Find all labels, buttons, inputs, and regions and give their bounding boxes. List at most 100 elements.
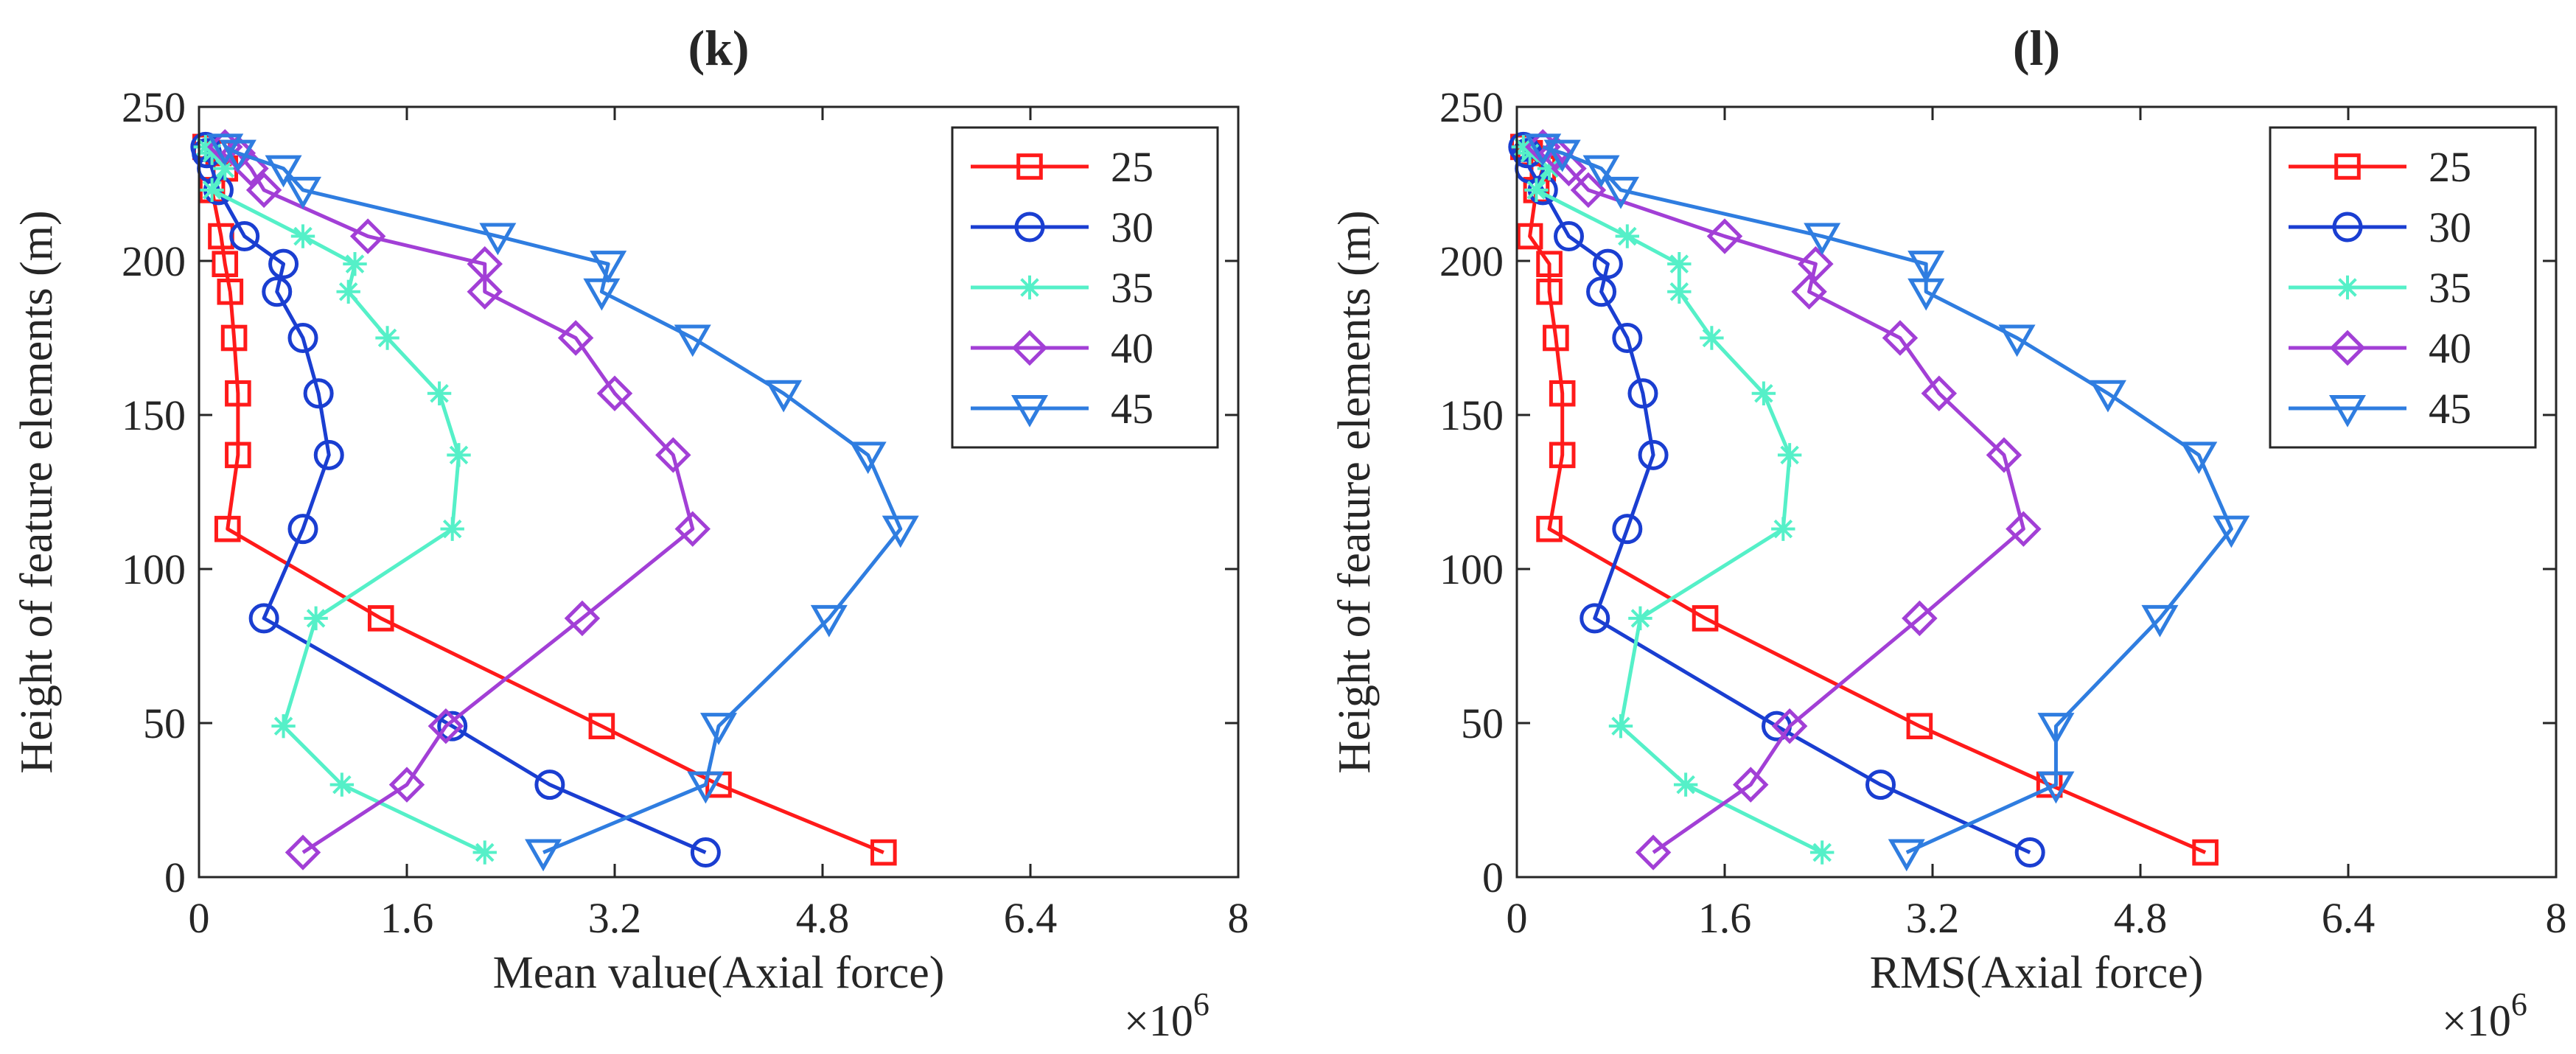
data-point [765, 380, 803, 413]
data-point [388, 767, 425, 803]
data-point [313, 439, 344, 470]
data-point [225, 380, 251, 407]
x-tick-label: 4.8 [2114, 894, 2168, 942]
data-point [200, 178, 224, 203]
data-point [349, 218, 386, 254]
data-point [285, 834, 321, 870]
data-point [245, 172, 282, 209]
data-point [1771, 517, 1795, 541]
series-40 [1525, 129, 2042, 870]
data-point [1902, 600, 1938, 637]
data-point [564, 600, 601, 637]
data-point [248, 603, 279, 634]
legend-marker [2335, 275, 2360, 300]
data-point [1592, 248, 1623, 279]
data-point [1888, 839, 1925, 872]
chart-title: (l) [2013, 20, 2060, 76]
data-point [1580, 603, 1610, 634]
data-point [1615, 224, 1640, 248]
data-point [525, 839, 562, 872]
data-point [583, 278, 621, 311]
legend-item: 30 [2289, 203, 2471, 251]
legend-item: 35 [971, 264, 1153, 312]
data-point [1798, 245, 1834, 282]
data-point [1635, 834, 1672, 870]
y-tick-label: 250 [1439, 83, 1504, 131]
y-axis-label: Height of feature elements (m) [1330, 210, 1380, 773]
series-35 [1511, 135, 1835, 865]
data-point [304, 606, 328, 631]
y-tick-label: 200 [122, 237, 186, 285]
data-point [1524, 133, 1562, 167]
legend-label: 40 [2429, 324, 2471, 372]
legend-item: 35 [2289, 264, 2471, 312]
x-exponent-base: ×10 [2442, 997, 2511, 1045]
data-point [2180, 442, 2218, 475]
x-tick-label: 4.8 [796, 894, 850, 942]
x-exponent: ×106 [1124, 986, 1210, 1045]
series-45 [206, 133, 919, 872]
data-point [1907, 251, 1945, 283]
data-point [1771, 708, 1808, 744]
data-point [217, 279, 244, 305]
legend-marker [2334, 153, 2361, 180]
x-tick-label: 8 [2546, 894, 2567, 942]
y-axis-label: Height of feature elements (m) [12, 210, 62, 773]
data-point [1608, 713, 1633, 739]
data-point [690, 837, 721, 868]
legend-label: 35 [2429, 264, 2471, 312]
legend-marker [2328, 394, 2367, 427]
data-point [1673, 772, 1698, 797]
data-point [590, 251, 627, 283]
data-point [220, 324, 248, 352]
data-point [1627, 378, 1658, 409]
data-point [2037, 713, 2075, 745]
data-point [193, 135, 218, 159]
data-point [1570, 172, 1607, 209]
data-point [287, 323, 318, 353]
panel-k: 0 1.6 3.2 4.8 6.4 8 0 50 100 150 200 250 (k) Mean val… [12, 20, 1249, 1045]
data-point [1865, 769, 1896, 800]
data-point [303, 378, 334, 409]
data-point [1667, 251, 1692, 276]
data-point [1906, 713, 1933, 739]
data-point [1733, 767, 1769, 803]
chart-title: (k) [688, 20, 749, 76]
y-tick-label: 250 [122, 83, 186, 131]
data-point [2089, 380, 2126, 413]
data-point [849, 442, 887, 475]
series-45 [1524, 133, 2250, 872]
x-tick-label: 1.6 [1698, 894, 1752, 942]
data-point [375, 326, 399, 350]
data-point [687, 771, 725, 804]
x-axis-label: RMS(Axial force) [1870, 948, 2204, 998]
data-point [447, 443, 471, 467]
data-point [265, 155, 302, 188]
data-point [343, 251, 367, 276]
data-point [2037, 771, 2075, 804]
series-40 [207, 129, 711, 870]
series-35 [193, 135, 497, 865]
legend-marker [1016, 153, 1043, 180]
data-point [1667, 279, 1692, 304]
y-tick-label: 100 [1439, 545, 1504, 593]
legend-item: 45 [2289, 385, 2471, 433]
legend-marker [2332, 212, 2363, 242]
legend-item: 25 [971, 143, 1153, 191]
data-point [467, 273, 503, 310]
data-point [588, 713, 615, 739]
x-exponent-power: 6 [1193, 986, 1210, 1022]
data-point [1543, 324, 1569, 352]
legend-label: 30 [2429, 203, 2471, 251]
series-line [1521, 146, 2031, 854]
legend-label: 25 [1111, 143, 1153, 191]
data-point [206, 133, 244, 167]
data-point [427, 708, 464, 744]
y-tick-label: 150 [122, 391, 186, 439]
legend-marker [1011, 329, 1048, 366]
series-line [224, 145, 695, 854]
data-point [212, 251, 239, 277]
data-point [284, 176, 322, 209]
data-point [1692, 605, 1719, 632]
y-tick-label: 150 [1439, 391, 1504, 439]
